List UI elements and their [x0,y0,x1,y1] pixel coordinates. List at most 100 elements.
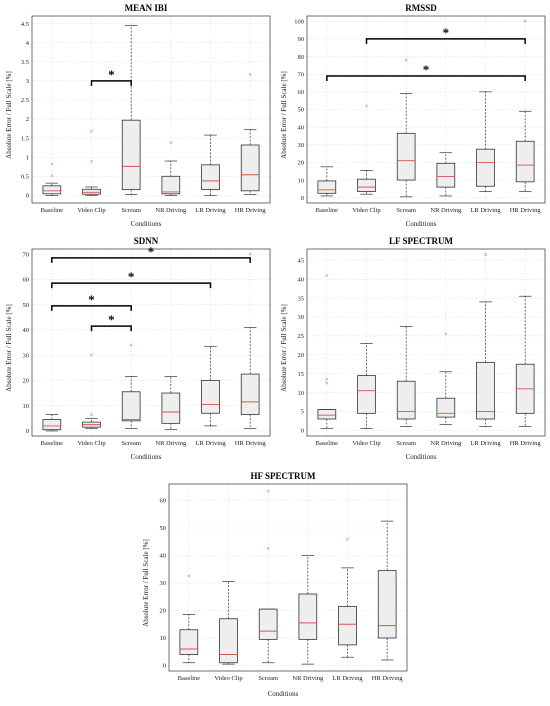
outlier-point: × [248,250,252,258]
y-tick-label: 30 [298,142,305,149]
x-axis-label: Conditions [131,453,162,461]
significance-marker: * [108,67,115,82]
x-tick-label: NR Driving [430,207,462,214]
y-axis-label: Absolute Error / Full Scale [%] [5,304,13,392]
box [338,605,357,646]
x-tick-label: HR Driving [235,207,267,214]
x-tick-label: Baseline [41,207,63,214]
chart-title: SDNN [134,236,159,246]
box [201,164,220,191]
y-tick-label: 60 [23,277,30,284]
chart-svg: MEAN IBI Absolute Error / Full Scale [%]… [5,3,271,228]
box [240,373,260,415]
chart-panel-sdnn: SDNN Absolute Error / Full Scale [%] Con… [0,233,275,466]
y-tick-label: 60 [160,498,167,505]
x-tick-label: LR Driving [332,675,363,682]
x-tick-label: HR Driving [510,440,542,447]
y-tick-label: 30 [298,314,305,321]
x-tick-label: Scream [396,440,416,447]
chart-svg: LF SPECTRUM Absolute Error / Full Scale … [280,236,546,461]
significance-bracket [51,305,132,311]
y-tick-label: 25 [298,333,305,340]
y-tick-label: 100 [294,18,304,25]
box [436,397,456,418]
y-tick-label: 10 [160,635,167,642]
box [240,144,260,192]
box [357,178,376,192]
outlier-point: × [346,535,350,543]
y-axis-label: Absolute Error / Full Scale [%] [5,71,13,159]
x-tick-label: Video Clip [77,440,105,447]
x-tick-label: Baseline [178,675,200,682]
box [396,380,416,420]
significance-bracket [51,257,251,263]
chart-svg: SDNN Absolute Error / Full Scale [%] Con… [5,236,271,461]
significance-bracket [365,38,526,44]
significance-marker: * [108,312,115,327]
outlier-point: × [187,573,191,581]
outlier-point: × [248,71,252,79]
x-tick-label: LR Driving [195,207,226,214]
chart-svg: HF SPECTRUM Absolute Error / Full Scale … [142,471,408,698]
box [357,375,376,414]
outlier-point: × [129,341,133,349]
y-axis-label: Absolute Error / Full Scale [%] [280,71,288,159]
x-tick-label: NR Driving [155,440,187,447]
outlier-point: × [90,158,94,166]
box [179,629,199,655]
x-tick-label: Scream [396,207,416,214]
x-tick-label: LR Driving [470,440,501,447]
x-tick-label: LR Driving [470,207,501,214]
x-tick-label: Scream [121,440,141,447]
chart-panel-lf-spectrum: LF SPECTRUM Absolute Error / Full Scale … [275,233,550,466]
box [161,392,181,424]
chart-svg: RMSSD Absolute Error / Full Scale [%] Co… [280,3,546,228]
y-tick-label: 3 [26,78,29,85]
plot-frame [168,483,408,672]
y-tick-label: 30 [23,352,30,359]
x-tick-label: Video Clip [352,207,380,214]
y-tick-label: 50 [160,525,167,532]
box [515,140,535,183]
y-tick-label: 10 [298,390,305,397]
chart-panel-rmssd: RMSSD Absolute Error / Full Scale [%] Co… [275,0,550,233]
plot-frame [306,248,546,437]
box [476,361,495,420]
outlier-point: × [50,172,54,180]
x-tick-label: Video Clip [77,207,105,214]
x-tick-label: Baseline [316,207,338,214]
outlier-point: × [90,128,94,136]
y-tick-label: 70 [298,71,305,78]
y-tick-label: 20 [298,352,305,359]
box [121,391,141,422]
y-tick-label: 20 [160,608,167,615]
y-tick-label: 90 [298,36,305,43]
y-axis-label: Absolute Error / Full Scale [%] [142,539,150,627]
box [258,608,278,640]
box [317,180,337,194]
x-tick-label: Scream [258,675,278,682]
box [201,380,220,414]
outlier-point: × [444,330,448,338]
plot-frame [31,15,271,204]
y-tick-label: 0 [26,193,29,200]
y-tick-label: 10 [23,403,30,410]
x-tick-label: HR Driving [372,675,404,682]
x-tick-label: LR Driving [195,440,226,447]
y-tick-label: 45 [298,258,305,265]
plot-frame [31,248,271,437]
box [476,148,495,187]
significance-marker: * [88,292,95,307]
y-tick-label: 3.5 [21,59,29,66]
x-axis-label: Conditions [131,220,162,228]
box [121,119,141,191]
significance-bracket [90,80,132,86]
outlier-point: × [325,380,329,388]
y-tick-label: 0 [163,663,166,670]
y-tick-label: 20 [23,378,30,385]
box [42,185,62,195]
outlier-point: × [523,18,527,26]
y-tick-label: 40 [160,553,167,560]
x-tick-label: HR Driving [510,207,542,214]
plot-frame [306,15,546,204]
